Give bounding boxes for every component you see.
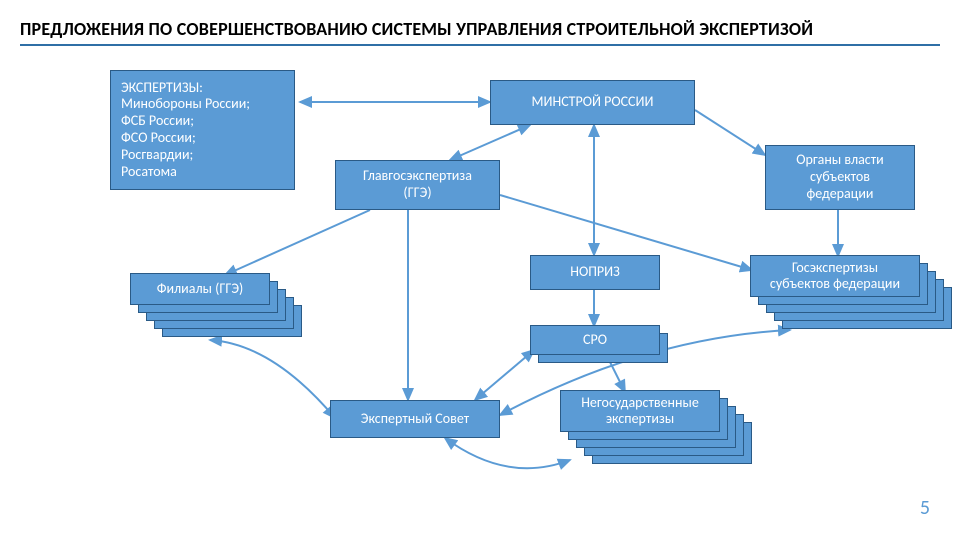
- node-sro: СРО: [530, 325, 668, 363]
- edge-gge-filialy: [225, 210, 370, 275]
- node-organy: Органы властисубъектовфедерации: [765, 145, 915, 210]
- node-negos-label: Негосударственныеэкспертизы: [560, 390, 720, 432]
- node-gge: Главгосэкспертиза(ГГЭ): [335, 160, 500, 210]
- edge-sro-negos: [610, 362, 625, 392]
- edge-expcouncil-negos: [445, 438, 570, 468]
- node-gosexp-label: Госэкспертизысубъектов федерации: [750, 255, 920, 297]
- page-number: 5: [920, 496, 930, 520]
- title-underline: [20, 44, 940, 46]
- node-negos: Негосударственныеэкспертизы: [560, 390, 752, 464]
- node-expertises: ЭКСПЕРТИЗЫ:Минобороны России;ФСБ России;…: [110, 70, 295, 190]
- edge-minstroy-gge: [450, 125, 530, 160]
- edge-minstroy-organy: [695, 110, 765, 155]
- node-sro-label: СРО: [530, 325, 660, 355]
- node-filialy-label: Филиалы (ГГЭ): [130, 273, 270, 305]
- node-minstroy: МИНСТРОЙ РОССИИ: [490, 80, 695, 125]
- node-expcouncil: Экспертный Совет: [330, 400, 500, 438]
- edge-expcouncil-filialy: [210, 340, 335, 418]
- node-nopriz: НОПРИЗ: [530, 255, 660, 290]
- page-title: ПРЕДЛОЖЕНИЯ ПО СОВЕРШЕНСТВОВАНИЮ СИСТЕМЫ…: [20, 18, 940, 40]
- node-gosexp: Госэкспертизысубъектов федерации: [750, 255, 952, 329]
- edge-sro-expcouncil: [475, 350, 534, 400]
- node-filialy: Филиалы (ГГЭ): [130, 273, 302, 337]
